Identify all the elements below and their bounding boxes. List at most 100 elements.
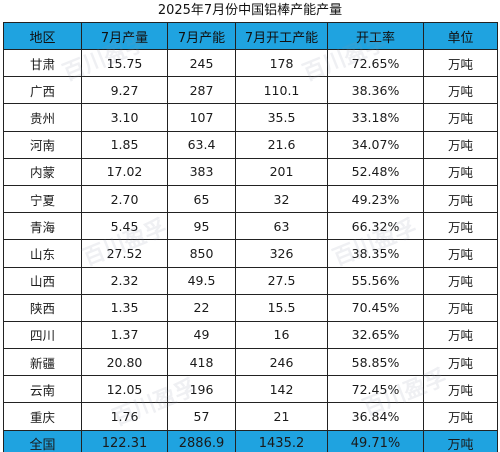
cell-region: 陕西 xyxy=(3,293,82,322)
cell-output: 1.35 xyxy=(81,293,168,322)
cell-operating-rate: 72.45% xyxy=(327,375,424,404)
cell-capacity: 65 xyxy=(167,184,236,214)
cell-unit: 万吨 xyxy=(423,184,498,214)
cell-output: 2.32 xyxy=(81,266,168,295)
cell-operating-rate: 52.48% xyxy=(327,157,424,186)
cell-region: 山东 xyxy=(3,239,82,268)
cell-region: 甘肃 xyxy=(3,48,82,78)
cell-capacity: 95 xyxy=(167,212,236,241)
cell-region: 山西 xyxy=(3,266,82,295)
cell-operating-rate: 58.85% xyxy=(327,348,424,377)
cell-unit: 万吨 xyxy=(423,212,498,241)
total-unit: 万吨 xyxy=(423,429,498,452)
total-row: 全国 122.31 2886.9 1435.2 49.71% 万吨 xyxy=(3,429,498,452)
total-output: 122.31 xyxy=(81,429,168,452)
cell-unit: 万吨 xyxy=(423,103,498,132)
cell-capacity: 107 xyxy=(167,103,236,132)
total-operating-rate: 49.71% xyxy=(327,429,424,452)
cell-operating-rate: 38.36% xyxy=(327,76,424,105)
cell-capacity: 383 xyxy=(167,157,236,186)
cell-operating-rate: 55.56% xyxy=(327,266,424,295)
cell-region: 广西 xyxy=(3,76,82,105)
cell-region: 四川 xyxy=(3,320,82,350)
cell-unit: 万吨 xyxy=(423,375,498,404)
cell-output: 27.52 xyxy=(81,239,168,268)
cell-operating-capacity: 32 xyxy=(235,184,328,214)
cell-operating-rate: 36.84% xyxy=(327,402,424,431)
cell-operating-rate: 34.07% xyxy=(327,130,424,159)
header-operating-rate: 开工率 xyxy=(327,22,424,50)
cell-capacity: 287 xyxy=(167,76,236,105)
total-capacity: 2886.9 xyxy=(167,429,236,452)
cell-region: 新疆 xyxy=(3,348,82,377)
cell-operating-capacity: 201 xyxy=(235,157,328,186)
cell-operating-rate: 32.65% xyxy=(327,320,424,350)
cell-operating-capacity: 21 xyxy=(235,402,328,431)
table-row: 内蒙 17.02 383 201 52.48% 万吨 xyxy=(3,157,498,186)
cell-capacity: 57 xyxy=(167,402,236,431)
table-row: 甘肃 15.75 245 178 72.65% 万吨 xyxy=(3,48,498,78)
cell-operating-rate: 33.18% xyxy=(327,103,424,132)
aluminum-rod-capacity-table: 地区 7月产量 7月产能 7月开工产能 开工率 单位 甘肃 15.75 245 178… xyxy=(3,22,498,452)
header-unit: 单位 xyxy=(423,22,498,50)
table-row: 河南 1.85 63.4 21.6 34.07% 万吨 xyxy=(3,130,498,159)
cell-output: 3.10 xyxy=(81,103,168,132)
table-row: 宁夏 2.70 65 32 49.23% 万吨 xyxy=(3,184,498,214)
cell-capacity: 63.4 xyxy=(167,130,236,159)
table-body: 甘肃 15.75 245 178 72.65% 万吨 广西 9.27 287 110.1 38.36… xyxy=(3,48,498,431)
table-row: 青海 5.45 95 63 66.32% 万吨 xyxy=(3,212,498,241)
cell-region: 贵州 xyxy=(3,103,82,132)
cell-output: 17.02 xyxy=(81,157,168,186)
cell-capacity: 49.5 xyxy=(167,266,236,295)
cell-operating-capacity: 63 xyxy=(235,212,328,241)
cell-output: 12.05 xyxy=(81,375,168,404)
cell-operating-capacity: 35.5 xyxy=(235,103,328,132)
table-row: 陕西 1.35 22 15.5 70.45% 万吨 xyxy=(3,293,498,322)
table-row: 山东 27.52 850 326 38.35% 万吨 xyxy=(3,239,498,268)
cell-operating-capacity: 326 xyxy=(235,239,328,268)
header-row: 地区 7月产量 7月产能 7月开工产能 开工率 单位 xyxy=(3,22,498,50)
cell-output: 9.27 xyxy=(81,76,168,105)
header-july-operating-capacity: 7月开工产能 xyxy=(235,22,328,50)
table-row: 广西 9.27 287 110.1 38.36% 万吨 xyxy=(3,76,498,105)
cell-operating-capacity: 110.1 xyxy=(235,76,328,105)
cell-unit: 万吨 xyxy=(423,239,498,268)
cell-region: 宁夏 xyxy=(3,184,82,214)
cell-capacity: 22 xyxy=(167,293,236,322)
cell-region: 重庆 xyxy=(3,402,82,431)
cell-operating-capacity: 246 xyxy=(235,348,328,377)
cell-unit: 万吨 xyxy=(423,130,498,159)
cell-capacity: 49 xyxy=(167,320,236,350)
cell-region: 云南 xyxy=(3,375,82,404)
cell-operating-capacity: 142 xyxy=(235,375,328,404)
cell-operating-capacity: 178 xyxy=(235,48,328,78)
cell-capacity: 196 xyxy=(167,375,236,404)
cell-region: 河南 xyxy=(3,130,82,159)
cell-region: 青海 xyxy=(3,212,82,241)
table-row: 重庆 1.76 57 21 36.84% 万吨 xyxy=(3,402,498,431)
table-row: 贵州 3.10 107 35.5 33.18% 万吨 xyxy=(3,103,498,132)
cell-operating-capacity: 21.6 xyxy=(235,130,328,159)
table-row: 四川 1.37 49 16 32.65% 万吨 xyxy=(3,320,498,350)
cell-operating-rate: 49.23% xyxy=(327,184,424,214)
cell-unit: 万吨 xyxy=(423,76,498,105)
cell-unit: 万吨 xyxy=(423,402,498,431)
table-row: 云南 12.05 196 142 72.45% 万吨 xyxy=(3,375,498,404)
cell-unit: 万吨 xyxy=(423,48,498,78)
total-operating-capacity: 1435.2 xyxy=(235,429,328,452)
cell-unit: 万吨 xyxy=(423,157,498,186)
table-row: 山西 2.32 49.5 27.5 55.56% 万吨 xyxy=(3,266,498,295)
cell-operating-rate: 72.65% xyxy=(327,48,424,78)
total-region: 全国 xyxy=(3,429,82,452)
cell-unit: 万吨 xyxy=(423,266,498,295)
cell-output: 20.80 xyxy=(81,348,168,377)
cell-output: 1.76 xyxy=(81,402,168,431)
header-july-capacity: 7月产能 xyxy=(167,22,236,50)
cell-output: 2.70 xyxy=(81,184,168,214)
table-row: 新疆 20.80 418 246 58.85% 万吨 xyxy=(3,348,498,377)
cell-region: 内蒙 xyxy=(3,157,82,186)
cell-operating-rate: 70.45% xyxy=(327,293,424,322)
cell-unit: 万吨 xyxy=(423,348,498,377)
cell-unit: 万吨 xyxy=(423,293,498,322)
